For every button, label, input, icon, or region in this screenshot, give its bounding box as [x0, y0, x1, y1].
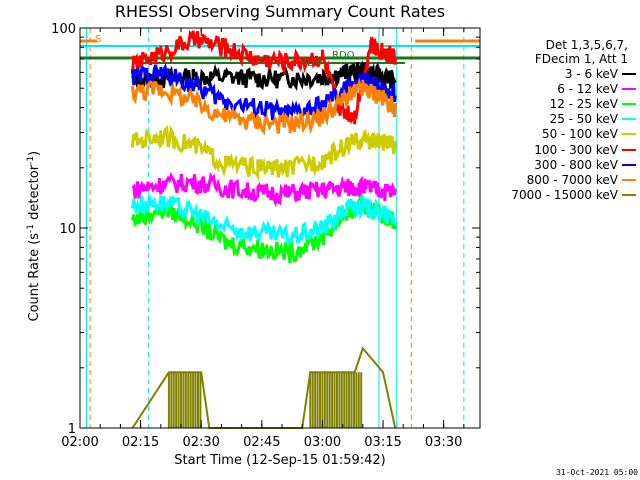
legend-label: 50 - 100 keV [541, 127, 618, 142]
legend-item: 50 - 100 keV [484, 127, 636, 142]
legend-item: 25 - 50 keV [484, 112, 636, 127]
x-tick-label: 03:30 [425, 435, 462, 450]
x-tick-label: 02:15 [122, 435, 159, 450]
legend-label: 3 - 6 keV [564, 66, 618, 81]
series-line-800-7000-kev [131, 77, 397, 136]
legend-item: 7000 - 15000 keV [484, 188, 636, 203]
legend-label: 100 - 300 keV [534, 142, 618, 157]
legend-item: 100 - 300 keV [484, 142, 636, 157]
y-tick-label: 1 [68, 422, 76, 437]
legend-swatch [622, 118, 636, 121]
legend-item: 12 - 25 keV [484, 96, 636, 111]
timestamp: 31-Oct-2021 05:00 [556, 468, 638, 477]
y-axis-label: Count Rate (s-1 detector-1) [25, 150, 43, 322]
series-line-100-300-kev [131, 29, 397, 125]
x-tick-label: 03:15 [364, 435, 401, 450]
legend-label: 25 - 50 keV [549, 112, 618, 127]
y-tick-label: 10 [59, 222, 76, 237]
legend-item: 300 - 800 keV [484, 157, 636, 172]
legend-swatch [622, 87, 636, 90]
legend-swatch [622, 102, 636, 105]
legend-swatch [622, 194, 636, 197]
axis-ticks: 1 10 100 02:00 02:15 02:30 02:45 03:00 03:15 03:3… [51, 22, 480, 450]
legend-label: 800 - 7000 keV [526, 172, 618, 187]
legend-label: 300 - 800 keV [534, 157, 618, 172]
x-tick-label: 03:00 [304, 435, 341, 450]
legend-label: 12 - 25 keV [549, 96, 618, 111]
series-line-7000-15000-kev [131, 346, 397, 429]
series-layer [131, 29, 397, 429]
annotation-rdb: RDB [300, 58, 322, 69]
x-tick-label: 02:30 [182, 435, 219, 450]
annotation-rdo: RDO [332, 50, 355, 61]
series-line-6-12-kev [131, 171, 397, 208]
series-line-50-100-kev [131, 125, 397, 182]
legend-swatch [622, 148, 636, 151]
y-tick-label: 100 [51, 22, 76, 37]
legend-label: 7000 - 15000 keV [511, 188, 618, 203]
annotation-s: S [95, 34, 102, 45]
legend-swatch [622, 133, 636, 136]
legend-swatch [622, 72, 636, 75]
x-tick-label: 02:00 [61, 435, 98, 450]
chart-title: RHESSI Observing Summary Count Rates [114, 2, 446, 21]
legend: Det 1,3,5,6,7, FDecim 1, Att 1 3 - 6 keV… [484, 38, 636, 203]
legend-item: 6 - 12 keV [484, 81, 636, 96]
x-axis-label: Start Time (12-Sep-15 01:59:42) [174, 453, 386, 468]
legend-label: 6 - 12 keV [557, 81, 618, 96]
legend-item: 3 - 6 keV [484, 66, 636, 81]
legend-swatch [622, 163, 636, 166]
legend-header-line-1: Det 1,3,5,6,7, [545, 38, 628, 52]
legend-header-line-2: FDecim 1, Att 1 [534, 52, 628, 66]
x-tick-label: 02:45 [243, 435, 280, 450]
series-line-300-800-kev [131, 62, 397, 123]
series-line-25-50-kev [131, 195, 397, 246]
legend-swatch [622, 178, 636, 181]
legend-item: 800 - 7000 keV [484, 172, 636, 187]
